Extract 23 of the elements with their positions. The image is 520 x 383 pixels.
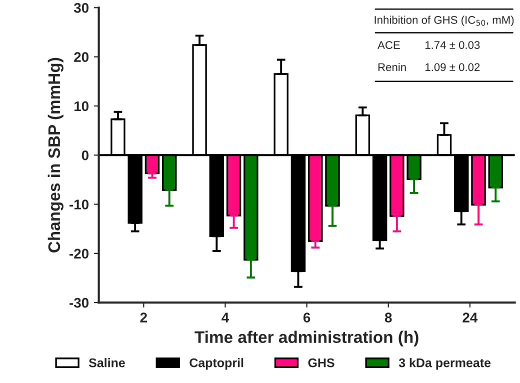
y-tick-label: -10	[70, 200, 89, 210]
y-tick-label: 0	[82, 150, 89, 160]
annotation: ACE	[378, 41, 400, 49]
legend-label: 3 kDa permeate	[398, 358, 491, 370]
y-tick-label: 30	[74, 2, 89, 13]
y-tick-label: 10	[74, 101, 89, 112]
y-tick-label: -20	[70, 248, 89, 259]
y-tick-label: 20	[74, 52, 89, 62]
x-tick-label: 8	[384, 312, 392, 322]
y-tick-label: -30	[70, 298, 89, 308]
annotation: Inhibition of GHS (IC$_{50}$, mM)	[374, 16, 514, 26]
legend-label: GHS	[308, 358, 334, 368]
annotation: 1.09 ± 0.02	[425, 63, 480, 72]
x-axis-title: Time after administration (h)	[194, 330, 418, 346]
x-tick-label: 24	[462, 312, 478, 322]
x-tick-label: 4	[222, 312, 230, 322]
annotation: Renin	[378, 62, 406, 72]
annotation: 1.74 ± 0.03	[425, 41, 480, 49]
legend-label: Captopril	[190, 358, 244, 370]
x-tick-label: 6	[303, 312, 310, 322]
y-axis-title: Changes in SBP (mmHg)	[48, 58, 64, 252]
legend-label: Saline	[88, 358, 125, 368]
x-tick-label: 2	[140, 312, 147, 322]
